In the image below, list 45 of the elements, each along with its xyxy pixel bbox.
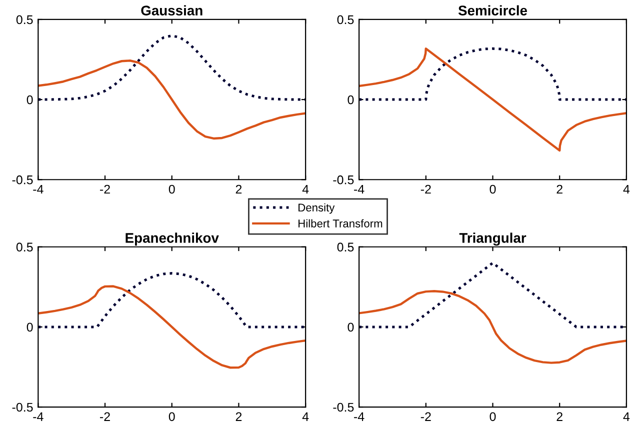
- line-series: [359, 47, 626, 101]
- y-tick-label: 0: [348, 95, 354, 104]
- x-tick-label: 0: [168, 412, 175, 422]
- x-tick-label: 2: [556, 412, 562, 421]
- line-series: [38, 60, 306, 140]
- x-tick-label: 4: [623, 412, 630, 421]
- line-series: [38, 272, 306, 328]
- x-tick-label: -2: [100, 184, 110, 194]
- y-tick-label: 0.5: [16, 15, 33, 24]
- x-tick-label: 0: [490, 412, 496, 422]
- y-tick-label: 0.5: [337, 242, 354, 252]
- x-tick-label: 4: [623, 184, 630, 194]
- line-series: [359, 48, 626, 152]
- line-series: [359, 290, 626, 364]
- x-tick-label: -4: [354, 184, 364, 194]
- line-series: [38, 34, 306, 101]
- y-tick-label: -0.5: [12, 402, 33, 412]
- x-tick-label: -2: [420, 184, 431, 194]
- y-tick-label: 0: [348, 322, 354, 332]
- legend-label: Hilbert Transform: [298, 219, 382, 228]
- y-tick-label: 0.5: [16, 242, 33, 252]
- x-tick-label: -4: [33, 412, 44, 421]
- x-tick-label: -2: [420, 412, 431, 421]
- x-tick-label: 2: [556, 184, 562, 194]
- x-tick-label: 2: [236, 412, 242, 421]
- x-tick-label: 0: [168, 184, 175, 194]
- line-series: [38, 285, 306, 369]
- chart-title: Gaussian: [141, 5, 202, 16]
- chart-title: Triangular: [459, 232, 526, 246]
- y-tick-label: 0.5: [337, 15, 354, 24]
- y-tick-label: 0: [26, 95, 33, 104]
- x-tick-label: 2: [236, 184, 242, 194]
- y-tick-label: 0: [26, 322, 33, 332]
- x-tick-label: 0: [490, 184, 496, 194]
- chart-title: Semicircle: [458, 5, 528, 16]
- chart-title: Epanechnikov: [126, 232, 219, 246]
- x-tick-label: -4: [33, 184, 44, 194]
- x-tick-label: -4: [354, 412, 364, 421]
- legend-label: Density: [298, 203, 335, 214]
- y-tick-label: -0.5: [333, 402, 354, 412]
- x-tick-label: -2: [100, 412, 110, 421]
- y-tick-label: -0.5: [333, 175, 354, 184]
- x-tick-label: 4: [302, 412, 309, 421]
- y-tick-label: -0.5: [12, 175, 33, 184]
- x-tick-label: 4: [302, 184, 309, 194]
